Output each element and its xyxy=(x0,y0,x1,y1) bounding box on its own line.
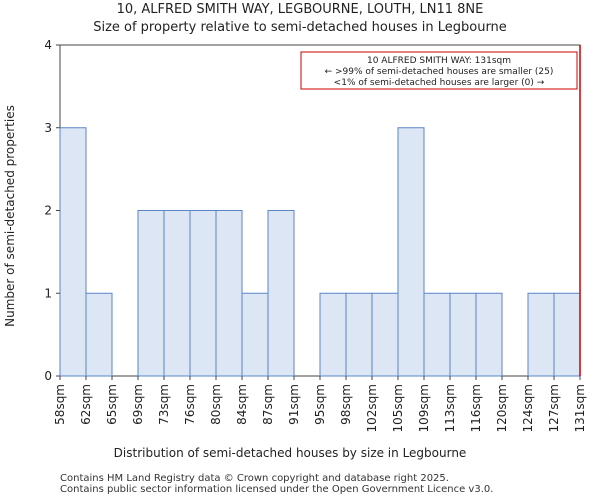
annotation-line-2: ← >99% of semi-detached houses are small… xyxy=(325,67,554,77)
bar-102sqm xyxy=(371,292,399,377)
bar-127sqm xyxy=(553,292,581,377)
x-axis-label: Distribution of semi-detached houses by … xyxy=(114,446,467,460)
x-tick-label: 87sqm xyxy=(261,384,275,425)
x-tick-label: 109sqm xyxy=(417,384,431,432)
footer-line-2: Contains public sector information licen… xyxy=(60,484,494,495)
x-tick-label: 95sqm xyxy=(313,384,327,425)
bar-124sqm xyxy=(527,292,555,377)
annotation-box: 10 ALFRED SMITH WAY: 131sqm ← >99% of se… xyxy=(300,51,578,90)
y-tick-label: 3 xyxy=(44,121,52,135)
x-tick-label: 76sqm xyxy=(183,384,197,425)
bar-87sqm xyxy=(267,210,295,377)
bar-113sqm xyxy=(449,292,477,377)
annotation-line-1: 10 ALFRED SMITH WAY: 131sqm xyxy=(367,56,511,66)
bar-116sqm xyxy=(475,292,503,377)
footer-line-1: Contains HM Land Registry data © Crown c… xyxy=(60,473,449,484)
bar-80sqm xyxy=(215,210,243,377)
x-tick-label: 62sqm xyxy=(79,384,93,425)
bar-84sqm xyxy=(241,292,269,377)
x-tick-label: 116sqm xyxy=(469,384,483,432)
annotation-frame xyxy=(300,51,578,90)
x-tick-label: 65sqm xyxy=(105,384,119,425)
chart-subtitle: Size of property relative to semi-detach… xyxy=(93,20,507,35)
bar-62sqm xyxy=(85,292,113,377)
x-tick-label: 80sqm xyxy=(209,384,223,425)
x-tick-label: 69sqm xyxy=(131,384,145,425)
x-tick-label: 105sqm xyxy=(391,384,405,432)
x-tick-label: 120sqm xyxy=(495,384,509,432)
bar-95sqm xyxy=(319,292,347,377)
x-tick-label: 131sqm xyxy=(573,384,587,432)
x-tick-label: 102sqm xyxy=(365,384,379,432)
bar-73sqm xyxy=(163,210,191,377)
x-tick-label: 58sqm xyxy=(53,384,67,425)
bar-98sqm xyxy=(345,292,373,377)
x-tick-label: 84sqm xyxy=(235,384,249,425)
bar-76sqm xyxy=(189,210,217,377)
y-tick-label: 1 xyxy=(44,286,52,300)
chart-title: 10, ALFRED SMITH WAY, LEGBOURNE, LOUTH, … xyxy=(116,2,484,17)
y-tick-label: 4 xyxy=(44,38,52,52)
bar-109sqm xyxy=(423,292,451,377)
x-tick-label: 127sqm xyxy=(547,384,561,432)
bar-69sqm xyxy=(137,210,165,377)
x-tick-label: 73sqm xyxy=(157,384,171,425)
bar-58sqm xyxy=(59,127,87,377)
y-axis-label: Number of semi-detached properties xyxy=(3,105,17,327)
bar-105sqm xyxy=(397,127,425,377)
y-tick-label: 0 xyxy=(44,369,52,383)
x-tick-label: 91sqm xyxy=(287,384,301,425)
y-tick-label: 2 xyxy=(44,204,52,218)
x-tick-label: 124sqm xyxy=(521,384,535,432)
x-tick-label: 98sqm xyxy=(339,384,353,425)
x-tick-label: 113sqm xyxy=(443,384,457,432)
annotation-line-3: <1% of semi-detached houses are larger (… xyxy=(334,78,545,88)
